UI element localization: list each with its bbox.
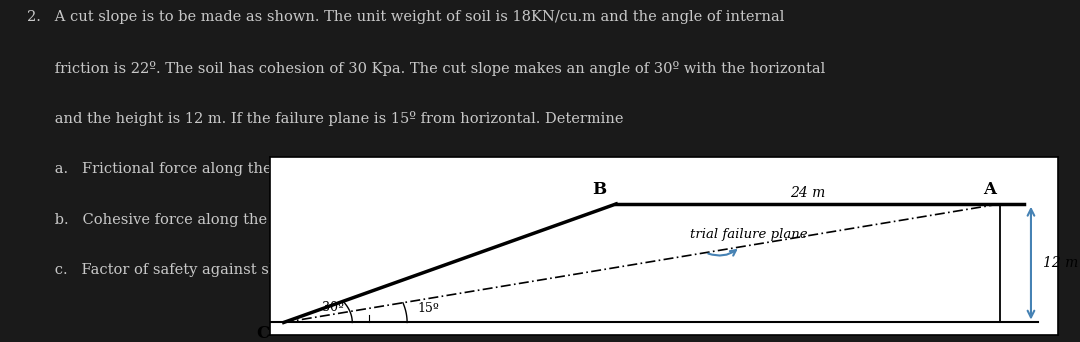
Text: A: A (983, 181, 997, 198)
Text: trial failure plane: trial failure plane (690, 228, 807, 241)
Text: B: B (592, 181, 606, 198)
Text: friction is 22º. The soil has cohesion of 30 Kpa. The cut slope makes an angle o: friction is 22º. The soil has cohesion o… (27, 61, 825, 76)
Text: 12 m: 12 m (1043, 256, 1079, 270)
Text: b.   Cohesive force along the failure plane: b. Cohesive force along the failure plan… (27, 213, 366, 227)
Text: 2.   A cut slope is to be made as shown. The unit weight of soil is 18KN/cu.m an: 2. A cut slope is to be made as shown. T… (27, 10, 784, 24)
Text: c.   Factor of safety against sliding: c. Factor of safety against sliding (27, 263, 311, 277)
Text: a.   Frictional force along the failure plane: a. Frictional force along the failure pl… (27, 162, 370, 176)
Text: 15º: 15º (417, 302, 440, 315)
Text: 24 m: 24 m (791, 186, 826, 200)
Text: C: C (257, 325, 270, 342)
Text: 30º: 30º (322, 301, 345, 314)
Text: and the height is 12 m. If the failure plane is 15º from horizontal. Determine: and the height is 12 m. If the failure p… (27, 111, 623, 127)
